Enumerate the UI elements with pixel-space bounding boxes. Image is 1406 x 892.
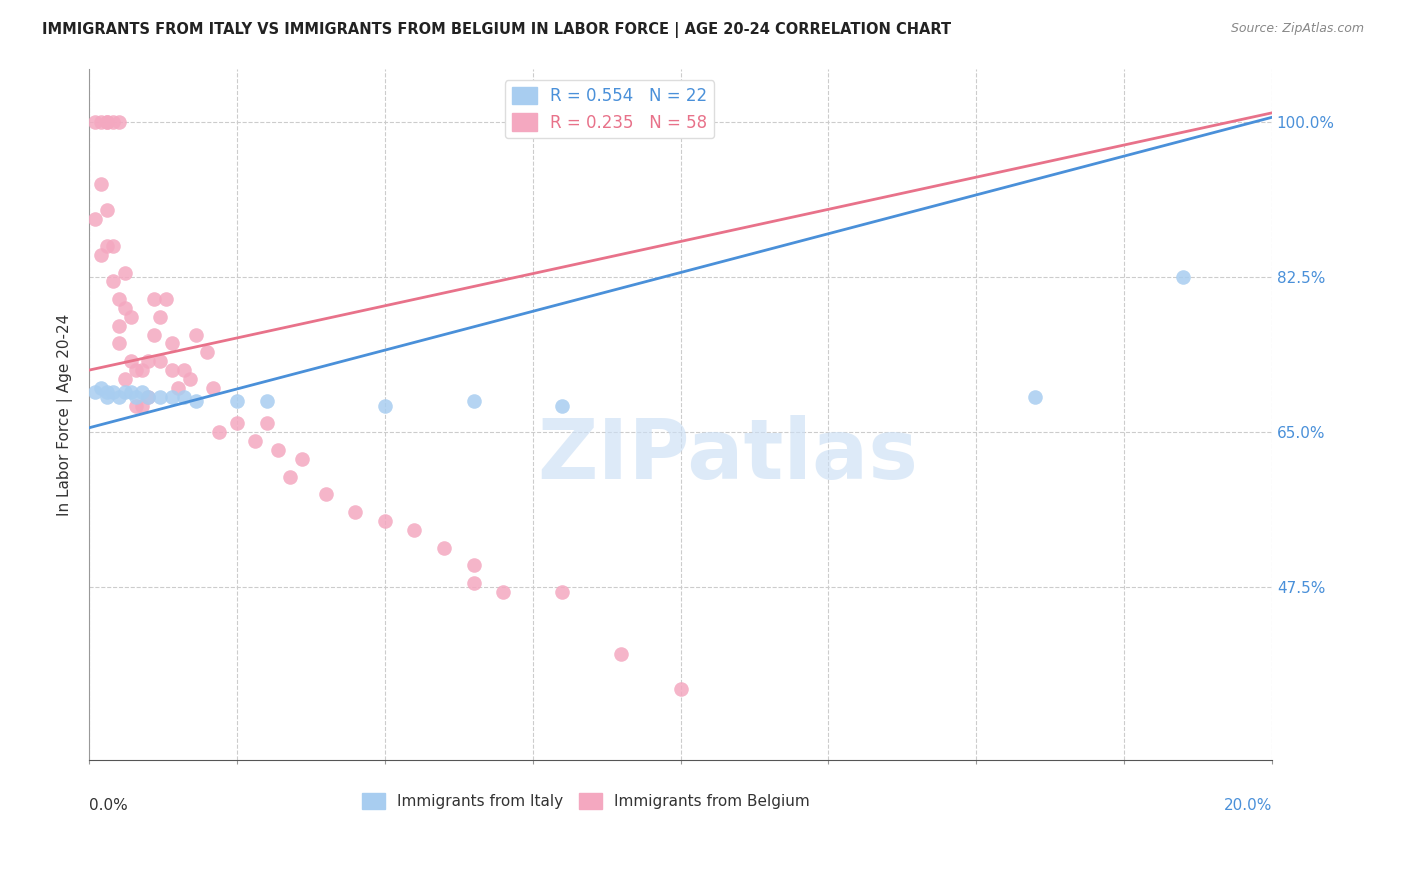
Point bbox=[114, 385, 136, 400]
Point bbox=[278, 469, 301, 483]
Point bbox=[96, 390, 118, 404]
Text: Source: ZipAtlas.com: Source: ZipAtlas.com bbox=[1230, 22, 1364, 36]
Point bbox=[101, 114, 124, 128]
Point bbox=[184, 327, 207, 342]
Point bbox=[120, 354, 142, 368]
Point bbox=[136, 390, 159, 404]
Point bbox=[1173, 269, 1195, 284]
Point bbox=[131, 385, 153, 400]
Point bbox=[84, 212, 107, 227]
Point bbox=[120, 310, 142, 324]
Point bbox=[226, 417, 249, 431]
Point bbox=[173, 390, 195, 404]
Y-axis label: In Labor Force | Age 20-24: In Labor Force | Age 20-24 bbox=[58, 313, 73, 516]
Point bbox=[551, 585, 574, 599]
Point bbox=[404, 523, 426, 537]
Point bbox=[107, 292, 129, 306]
Point bbox=[90, 381, 112, 395]
Point bbox=[107, 336, 129, 351]
Point bbox=[160, 390, 183, 404]
Point bbox=[155, 292, 177, 306]
Point bbox=[101, 239, 124, 253]
Legend: Immigrants from Italy, Immigrants from Belgium: Immigrants from Italy, Immigrants from B… bbox=[356, 787, 815, 815]
Point bbox=[125, 363, 148, 377]
Point bbox=[256, 417, 278, 431]
Point bbox=[463, 558, 485, 573]
Point bbox=[1024, 390, 1046, 404]
Point bbox=[149, 354, 172, 368]
Point bbox=[166, 381, 188, 395]
Point bbox=[96, 203, 118, 218]
Point bbox=[184, 394, 207, 409]
Point bbox=[114, 301, 136, 315]
Point bbox=[610, 647, 633, 661]
Point bbox=[173, 363, 195, 377]
Point bbox=[202, 381, 225, 395]
Point bbox=[101, 385, 124, 400]
Point bbox=[136, 390, 159, 404]
Point bbox=[90, 248, 112, 262]
Point bbox=[125, 390, 148, 404]
Point bbox=[149, 310, 172, 324]
Text: ZIPatlas: ZIPatlas bbox=[537, 416, 918, 497]
Point bbox=[256, 394, 278, 409]
Point bbox=[114, 372, 136, 386]
Point bbox=[315, 487, 337, 501]
Point bbox=[160, 336, 183, 351]
Point bbox=[143, 292, 166, 306]
Point bbox=[120, 385, 142, 400]
Point bbox=[90, 114, 112, 128]
Point bbox=[90, 177, 112, 191]
Point bbox=[84, 385, 107, 400]
Point bbox=[243, 434, 266, 448]
Text: 0.0%: 0.0% bbox=[89, 798, 128, 814]
Point bbox=[101, 274, 124, 288]
Point bbox=[136, 354, 159, 368]
Point bbox=[149, 390, 172, 404]
Point bbox=[208, 425, 231, 440]
Point bbox=[433, 541, 456, 555]
Point bbox=[131, 363, 153, 377]
Point bbox=[179, 372, 201, 386]
Point bbox=[291, 451, 314, 466]
Point bbox=[107, 114, 129, 128]
Point bbox=[463, 394, 485, 409]
Point bbox=[374, 514, 396, 528]
Point bbox=[344, 505, 367, 519]
Point bbox=[551, 399, 574, 413]
Point bbox=[374, 399, 396, 413]
Point bbox=[143, 327, 166, 342]
Point bbox=[107, 318, 129, 333]
Text: 20.0%: 20.0% bbox=[1223, 798, 1272, 814]
Point bbox=[131, 399, 153, 413]
Point bbox=[114, 266, 136, 280]
Point bbox=[96, 114, 118, 128]
Point bbox=[463, 576, 485, 591]
Point bbox=[96, 114, 118, 128]
Point bbox=[96, 385, 118, 400]
Text: IMMIGRANTS FROM ITALY VS IMMIGRANTS FROM BELGIUM IN LABOR FORCE | AGE 20-24 CORR: IMMIGRANTS FROM ITALY VS IMMIGRANTS FROM… bbox=[42, 22, 952, 38]
Point bbox=[267, 442, 290, 457]
Point bbox=[197, 345, 219, 359]
Point bbox=[669, 682, 692, 697]
Point bbox=[492, 585, 515, 599]
Point bbox=[160, 363, 183, 377]
Point bbox=[226, 394, 249, 409]
Point bbox=[107, 390, 129, 404]
Point bbox=[125, 399, 148, 413]
Point bbox=[84, 114, 107, 128]
Point bbox=[96, 239, 118, 253]
